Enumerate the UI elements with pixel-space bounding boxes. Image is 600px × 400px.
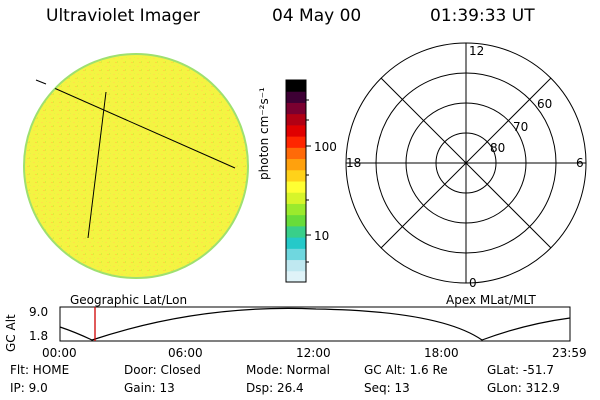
door-status: Door: Closed <box>124 363 201 377</box>
xtick-1800: 18:00 <box>424 346 459 360</box>
altitude-ytick-top: 9.0 <box>29 305 49 319</box>
glon-status: GLon: 312.9 <box>487 381 560 395</box>
xtick-2359: 23:59 <box>552 346 587 360</box>
glat-status: GLat: -51.7 <box>487 363 554 377</box>
colorbar-segment <box>286 91 306 103</box>
colorbar-segment <box>286 237 306 249</box>
seq-status: Seq: 13 <box>364 381 410 395</box>
track-line-1 <box>35 79 236 169</box>
altitude-plot <box>59 306 571 342</box>
colorbar-segment <box>286 169 306 182</box>
colorbar-unit-label: photon cm⁻²s⁻¹ <box>257 87 271 180</box>
polar-label-bottom: 0 <box>469 276 477 290</box>
geographic-label: Geographic Lat/Lon <box>70 293 188 307</box>
colorbar-segment <box>286 136 306 148</box>
colorbar-tick-10: 10 <box>314 229 330 243</box>
flt-status: Flt: HOME <box>10 363 70 377</box>
colorbar-segment <box>286 225 306 238</box>
ring-label-60: 60 <box>537 97 553 111</box>
colorbar-segment <box>286 158 306 171</box>
observation-date: 04 May 00 <box>272 6 362 26</box>
colorbar-segment <box>286 102 306 115</box>
colorbar-segment <box>286 181 306 193</box>
colorbar <box>286 80 306 283</box>
colorbar-segment <box>286 259 306 272</box>
ring-label-80: 80 <box>490 141 506 155</box>
colorbar-segment <box>286 124 306 137</box>
gain-status: Gain: 13 <box>124 381 175 395</box>
gc-alt-status: GC Alt: 1.6 Re <box>364 363 448 377</box>
polar-label-left: 18 <box>346 156 362 170</box>
colorbar-tick-100: 100 <box>314 140 337 154</box>
instrument-title: Ultraviolet Imager <box>46 6 200 26</box>
colorbar-segment <box>286 192 306 204</box>
mode-status: Mode: Normal <box>246 363 330 377</box>
dsp-status: Dsp: 26.4 <box>246 381 304 395</box>
altitude-ytick-bottom: 1.8 <box>29 329 49 343</box>
ring-label-70: 70 <box>513 120 529 134</box>
polar-label-top: 12 <box>469 44 485 58</box>
xtick-0000: 00:00 <box>42 346 77 360</box>
xtick-1200: 12:00 <box>296 346 331 360</box>
polar-label-right: 6 <box>576 156 584 170</box>
xtick-0600: 06:00 <box>168 346 203 360</box>
colorbar-segment <box>286 248 306 261</box>
colorbar-segment <box>286 147 306 160</box>
track-line-2 <box>87 91 107 239</box>
ip-status: IP: 9.0 <box>10 381 48 395</box>
colorbar-segment <box>286 270 306 283</box>
colorbar-segment <box>286 214 306 227</box>
apex-label: Apex MLat/MLT <box>446 293 536 307</box>
observation-time: 01:39:33 UT <box>430 6 535 26</box>
polar-grid <box>345 42 587 284</box>
colorbar-segment <box>286 80 306 92</box>
earth-image <box>23 53 249 279</box>
altitude-ylabel: GC Alt <box>4 314 18 352</box>
colorbar-segment <box>286 113 306 126</box>
altitude-curve <box>59 307 571 341</box>
colorbar-segment <box>286 203 306 216</box>
